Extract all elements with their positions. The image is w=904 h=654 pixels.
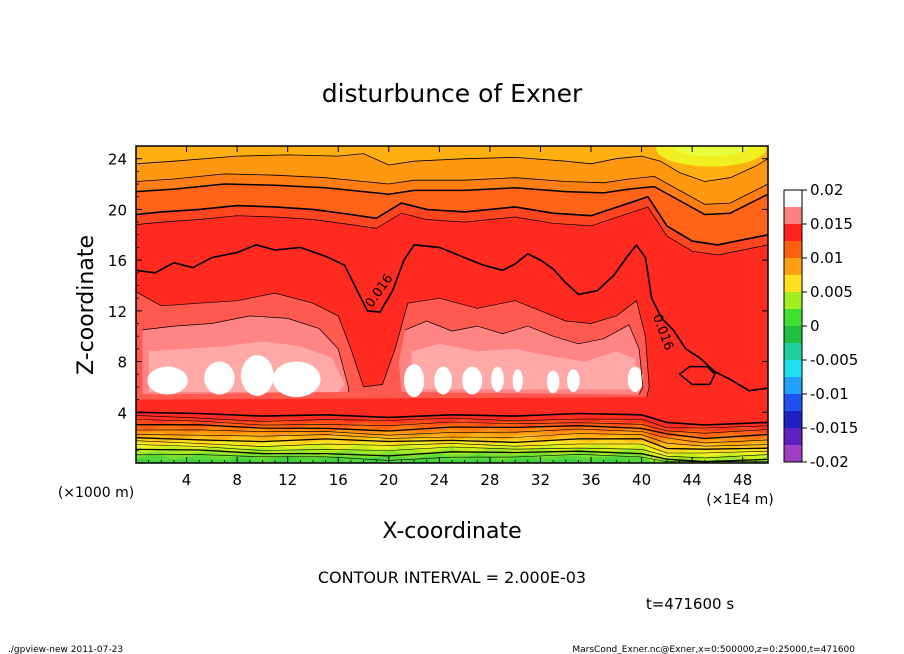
colorbar-tick-label: 0.02	[810, 181, 843, 199]
colorbar-cell	[784, 207, 802, 225]
y-axis-title: Z-coordinate	[74, 235, 99, 375]
colorbar-cell	[784, 343, 802, 361]
colorbar-cell	[784, 411, 802, 429]
contour-line-lower-4	[136, 424, 768, 440]
contour-line-lower-10	[136, 448, 768, 463]
contour-line-upper-2b	[136, 183, 768, 216]
colorbar-cell	[784, 224, 802, 242]
maximum-blob-8	[491, 366, 504, 393]
footer-left-text: ./gpview-new 2011-07-23	[8, 645, 123, 654]
x-unit-left-label: (×1000 m)	[58, 485, 134, 501]
x-tick-label: 32	[531, 471, 550, 489]
contour-line-interior-2b	[405, 320, 644, 395]
colorbar-cell	[784, 394, 802, 412]
contour-line-lower-2	[136, 415, 768, 429]
contour-line-interior-2a	[142, 315, 349, 392]
y-tick-label: 12	[108, 303, 127, 321]
maximum-blob-2	[204, 361, 235, 395]
contour-line-upper-1b	[136, 206, 768, 256]
colorbar-tick-label: -0.02	[810, 453, 849, 471]
maximum-blob-3	[240, 355, 274, 396]
maximum-blob-5	[403, 364, 425, 398]
contour-line-upper-2	[136, 173, 768, 205]
x-tick-label: 8	[232, 471, 242, 489]
chart-title: disturbunce of Exner	[322, 79, 583, 108]
x-axis-title: X-coordinate	[382, 519, 521, 544]
footer-right-text: MarsCond_Exner.nc@Exner,x=0:500000,z=0:2…	[572, 645, 855, 654]
contour-line-interior-1	[136, 291, 650, 398]
x-tick-label: 48	[733, 471, 752, 489]
colorbar-cell	[784, 326, 802, 344]
contour-line-loop-east	[679, 365, 716, 386]
colorbar-cell	[784, 445, 802, 463]
contour-line-lower-5	[136, 428, 768, 444]
contour-plot-area	[136, 146, 768, 463]
x-tick-label: 4	[182, 471, 192, 489]
x-unit-right-label: (×1E4 m)	[706, 492, 773, 508]
maximum-blob-6	[434, 366, 452, 395]
contour-line-lower-7	[136, 437, 768, 450]
colorbar-tick-label: 0.005	[810, 283, 853, 301]
maximum-blob-4	[272, 361, 321, 398]
colorbar-tick-label: 0	[810, 317, 820, 335]
colorbar-cell	[784, 292, 802, 310]
maximum-blob-9	[512, 369, 523, 392]
colorbar-cell	[784, 377, 802, 395]
x-tick-label: 28	[480, 471, 499, 489]
y-tick-label: 8	[117, 354, 127, 372]
maximum-blob-7	[462, 366, 483, 395]
y-tick-label: 4	[117, 404, 127, 422]
x-tick-label: 40	[632, 471, 651, 489]
colorbar-cell	[784, 258, 802, 276]
colorbar-tick-label: -0.015	[810, 419, 858, 437]
x-tick-label: 16	[329, 471, 348, 489]
maximum-blob-10	[546, 370, 560, 394]
contour-line-lower-1	[136, 411, 768, 426]
contour-line-0016	[136, 243, 768, 392]
x-tick-label: 24	[430, 471, 449, 489]
colorbar-cell	[784, 309, 802, 327]
contour-line-upper-3	[136, 153, 768, 182]
time-text: t=471600 s	[646, 595, 734, 613]
colorbar-cell	[784, 190, 802, 208]
colorbar: 0.02 0.015 0.01 0.005 0 -0.005 -0.01 -0.015 -0.0…	[783, 181, 858, 471]
colorbar-tick-label: 0.01	[810, 249, 843, 267]
x-tick-label: 12	[278, 471, 297, 489]
contour-line-lower-6	[136, 433, 768, 447]
y-tick-label: 24	[108, 151, 127, 169]
lower-band-14	[136, 457, 768, 463]
colorbar-tick-label: -0.005	[810, 351, 858, 369]
colorbar-cell	[784, 275, 802, 293]
x-tick-label: 44	[683, 471, 702, 489]
colorbar-tick-label: 0.015	[810, 215, 853, 233]
contour-line-lower-9	[136, 444, 768, 459]
colorbar-cell	[784, 428, 802, 446]
contour-line-lower-8	[136, 440, 768, 454]
maximum-blob-12	[627, 366, 643, 393]
maximum-blob-11	[567, 369, 580, 392]
contour-line-lower-11	[136, 453, 768, 462]
contour-line-lower-3	[136, 419, 768, 434]
colorbar-tick-label: -0.01	[810, 385, 849, 403]
colorbar-cell	[784, 360, 802, 378]
contour-interval-text: CONTOUR INTERVAL = 2.000E-03	[318, 568, 586, 587]
contour-line-upper-1	[136, 195, 768, 246]
band-upper-4	[136, 146, 768, 205]
colorbar-cell	[784, 241, 802, 259]
x-tick-label: 20	[379, 471, 398, 489]
maximum-blob-1	[147, 366, 188, 395]
y-tick-label: 16	[108, 252, 127, 270]
x-tick-label: 36	[581, 471, 600, 489]
y-tick-label: 20	[108, 201, 127, 219]
